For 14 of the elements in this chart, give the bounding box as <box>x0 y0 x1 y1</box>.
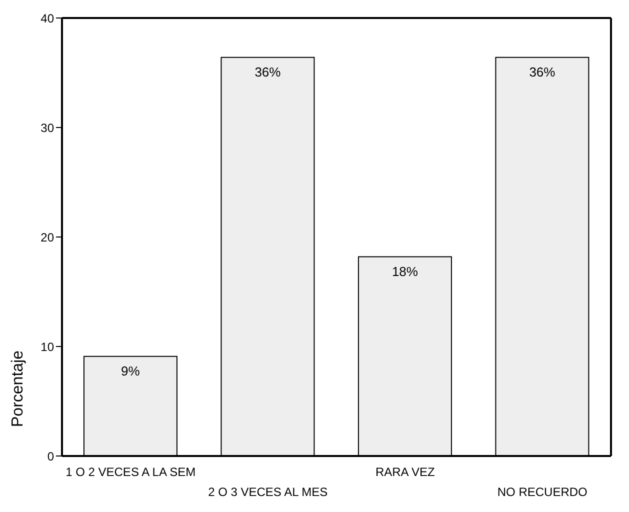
y-tick-label: 20 <box>40 230 54 244</box>
x-tick-label: 1 O 2 VECES A LA SEM <box>66 465 196 479</box>
y-tick-label: 40 <box>40 11 54 26</box>
data-label: 36% <box>529 64 556 80</box>
data-label: 36% <box>254 64 282 80</box>
data-label: 9% <box>121 364 140 379</box>
x-tick-label: NO RECUERDO <box>497 485 588 499</box>
x-tick-label: 2 O 3 VECES AL MES <box>208 485 328 499</box>
x-tick-label: RARA VEZ <box>375 465 435 479</box>
y-axis-title: Porcentaje <box>10 350 27 427</box>
y-tick-label: 0 <box>47 449 54 464</box>
y-tick-label: 30 <box>40 120 54 135</box>
y-tick-label: 10 <box>40 340 54 354</box>
data-label: 18% <box>392 264 418 279</box>
